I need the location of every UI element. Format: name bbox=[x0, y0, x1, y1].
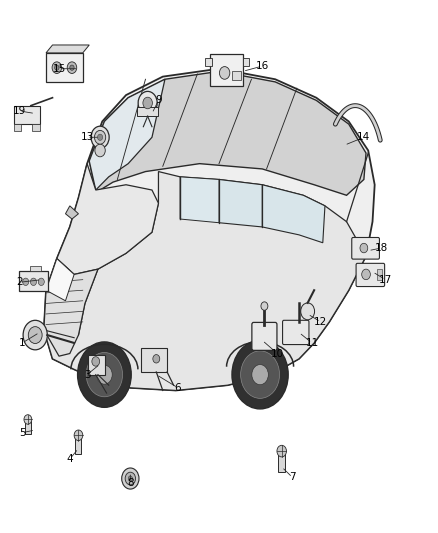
Text: 11: 11 bbox=[305, 338, 318, 348]
Polygon shape bbox=[180, 177, 219, 223]
Polygon shape bbox=[66, 206, 78, 219]
Circle shape bbox=[232, 341, 288, 409]
Circle shape bbox=[38, 278, 44, 286]
Text: 19: 19 bbox=[13, 106, 26, 116]
Circle shape bbox=[92, 357, 100, 366]
Circle shape bbox=[252, 365, 268, 385]
FancyBboxPatch shape bbox=[32, 124, 39, 131]
FancyBboxPatch shape bbox=[232, 71, 241, 80]
Circle shape bbox=[360, 243, 368, 253]
Text: 2: 2 bbox=[16, 277, 22, 287]
Text: 4: 4 bbox=[67, 454, 73, 464]
Text: 5: 5 bbox=[19, 427, 25, 438]
Polygon shape bbox=[219, 180, 262, 227]
Circle shape bbox=[125, 472, 135, 485]
Circle shape bbox=[78, 342, 131, 407]
Text: 17: 17 bbox=[379, 274, 392, 285]
Text: 15: 15 bbox=[53, 64, 66, 74]
Polygon shape bbox=[44, 69, 374, 391]
Circle shape bbox=[55, 65, 59, 70]
Circle shape bbox=[153, 354, 160, 363]
Circle shape bbox=[97, 365, 112, 384]
Polygon shape bbox=[89, 79, 165, 190]
Text: 10: 10 bbox=[271, 349, 284, 359]
FancyBboxPatch shape bbox=[46, 53, 83, 83]
Polygon shape bbox=[262, 185, 325, 243]
Circle shape bbox=[143, 97, 152, 109]
Circle shape bbox=[277, 445, 286, 457]
FancyBboxPatch shape bbox=[352, 238, 379, 259]
FancyBboxPatch shape bbox=[14, 124, 21, 131]
Circle shape bbox=[362, 269, 371, 280]
Circle shape bbox=[95, 144, 105, 157]
FancyBboxPatch shape bbox=[205, 58, 212, 66]
Polygon shape bbox=[44, 259, 98, 356]
Text: 14: 14 bbox=[357, 132, 371, 142]
Text: 8: 8 bbox=[127, 478, 134, 488]
Circle shape bbox=[91, 126, 109, 148]
FancyBboxPatch shape bbox=[252, 322, 277, 350]
Circle shape bbox=[70, 65, 74, 70]
FancyBboxPatch shape bbox=[356, 263, 385, 287]
Circle shape bbox=[28, 327, 42, 343]
Text: 6: 6 bbox=[175, 383, 181, 393]
Polygon shape bbox=[46, 259, 74, 301]
Text: 13: 13 bbox=[81, 132, 94, 142]
FancyBboxPatch shape bbox=[141, 348, 167, 372]
Circle shape bbox=[74, 430, 83, 441]
FancyBboxPatch shape bbox=[14, 106, 39, 124]
FancyBboxPatch shape bbox=[88, 354, 105, 375]
Circle shape bbox=[67, 62, 77, 74]
FancyBboxPatch shape bbox=[25, 421, 31, 434]
FancyBboxPatch shape bbox=[278, 454, 285, 472]
Circle shape bbox=[240, 351, 279, 398]
Polygon shape bbox=[46, 45, 89, 53]
Circle shape bbox=[95, 131, 106, 144]
FancyBboxPatch shape bbox=[75, 438, 81, 454]
Circle shape bbox=[128, 476, 133, 481]
Circle shape bbox=[86, 352, 123, 397]
FancyBboxPatch shape bbox=[243, 58, 249, 66]
Text: 18: 18 bbox=[374, 243, 388, 253]
FancyBboxPatch shape bbox=[30, 266, 41, 271]
FancyBboxPatch shape bbox=[137, 107, 159, 116]
Polygon shape bbox=[44, 172, 366, 391]
Text: 9: 9 bbox=[155, 95, 162, 106]
Circle shape bbox=[301, 303, 314, 320]
FancyBboxPatch shape bbox=[377, 269, 382, 280]
FancyBboxPatch shape bbox=[210, 54, 243, 86]
Text: 12: 12 bbox=[314, 317, 327, 327]
FancyBboxPatch shape bbox=[283, 320, 309, 344]
Text: 1: 1 bbox=[19, 338, 25, 348]
Circle shape bbox=[24, 415, 32, 424]
Polygon shape bbox=[89, 71, 366, 195]
Text: 3: 3 bbox=[84, 369, 90, 379]
Circle shape bbox=[219, 67, 230, 79]
Circle shape bbox=[138, 91, 157, 115]
Polygon shape bbox=[57, 164, 159, 274]
Text: 7: 7 bbox=[289, 472, 296, 482]
Circle shape bbox=[98, 134, 102, 140]
Circle shape bbox=[52, 62, 62, 74]
FancyBboxPatch shape bbox=[19, 271, 48, 292]
Circle shape bbox=[31, 278, 36, 286]
Circle shape bbox=[122, 468, 139, 489]
Circle shape bbox=[23, 278, 29, 286]
Circle shape bbox=[23, 320, 47, 350]
Circle shape bbox=[261, 302, 268, 310]
Text: 16: 16 bbox=[256, 61, 269, 71]
